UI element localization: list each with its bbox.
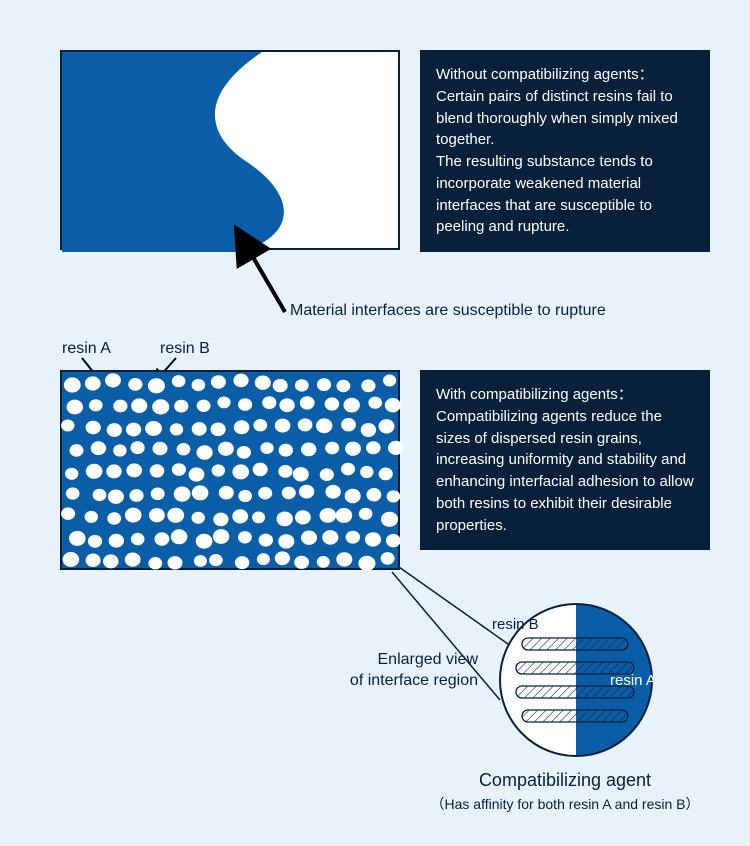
diagram-with-agents [60, 370, 400, 570]
compat-agent-title: Compatibilizing agent [400, 770, 730, 791]
panel-with-agents: With compatibilizing agents： Compatibili… [420, 370, 710, 550]
diagram-without-agents [60, 50, 400, 250]
wave-separation-svg [62, 52, 402, 252]
infographic-canvas: Without compatibilizing agents： Certain … [0, 0, 750, 846]
compat-agent-subtitle: （Has affinity for both resin A and resin… [400, 794, 730, 814]
resin-b-circle-label: resin B [492, 616, 539, 633]
resin-b-top-label: resin B [160, 340, 210, 358]
interface-note-label: Material interfaces are susceptible to r… [290, 302, 606, 320]
dispersed-dots-svg [62, 372, 402, 572]
resin-a-circle-label: resin A [610, 672, 656, 689]
resin-a-top-label: resin A [62, 340, 111, 358]
enlarged-view-label: Enlarged view of interface region [298, 650, 478, 692]
panel-without-agents: Without compatibilizing agents： Certain … [420, 50, 710, 252]
